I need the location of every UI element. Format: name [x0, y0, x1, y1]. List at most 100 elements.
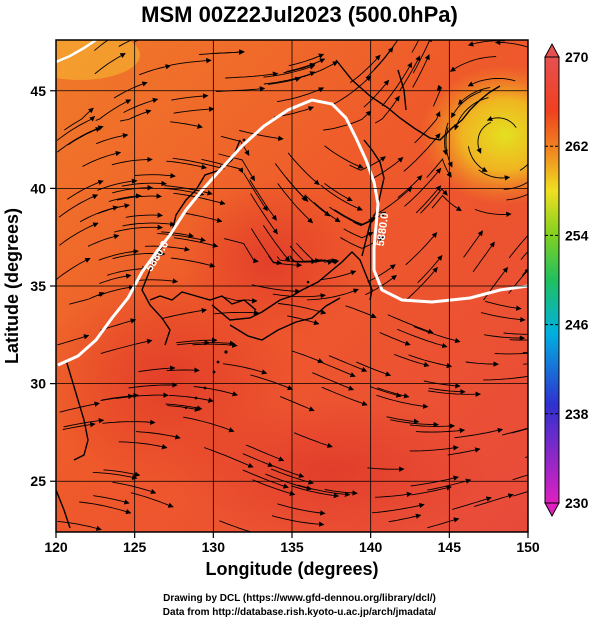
streamline [114, 224, 163, 233]
y-tick-label: 30 [30, 376, 46, 392]
streamline [108, 193, 142, 202]
streamline [369, 386, 402, 398]
streamline [193, 386, 238, 397]
streamline [94, 40, 109, 51]
streamline [56, 116, 96, 141]
streamline [465, 361, 499, 367]
x-tick-label: 145 [438, 539, 462, 555]
streamline [69, 291, 105, 305]
streamline [56, 257, 91, 281]
streamline [324, 145, 364, 169]
streamline [121, 180, 167, 187]
streamline [263, 225, 291, 262]
streamline [96, 133, 129, 145]
y-tick-label: 45 [30, 83, 46, 99]
streamline [95, 99, 132, 121]
streamline [97, 178, 138, 191]
streamline [405, 232, 438, 265]
streamline [183, 416, 235, 433]
streamline [278, 303, 327, 315]
streamline [509, 339, 528, 341]
y-tick-label: 35 [30, 278, 46, 294]
streamline [328, 355, 368, 372]
streamline [408, 354, 453, 369]
streamline [250, 374, 294, 391]
streamline [393, 354, 430, 368]
streamline [225, 71, 279, 79]
streamline [306, 288, 359, 301]
streamline [163, 187, 205, 197]
streamline [296, 243, 338, 264]
streamline [414, 111, 441, 144]
x-tick-label: 135 [280, 539, 304, 555]
streamline [406, 267, 438, 300]
streamline [403, 133, 441, 172]
streamline [417, 254, 443, 284]
streamline [130, 492, 174, 508]
streamline [116, 193, 162, 201]
streamline [170, 121, 203, 129]
streamline [296, 61, 339, 80]
streamline [427, 390, 481, 397]
streamline [82, 150, 122, 167]
streamline [449, 56, 497, 72]
streamline [144, 245, 190, 252]
streamline [167, 405, 201, 412]
streamline [415, 185, 442, 214]
streamline [367, 264, 396, 283]
streamline [222, 363, 268, 375]
streamline [350, 54, 381, 83]
streamline [94, 53, 126, 75]
streamline [192, 342, 238, 348]
streamline [98, 248, 139, 261]
streamline [397, 328, 448, 349]
streamline [321, 386, 368, 406]
streamline [320, 184, 363, 211]
streamline [272, 465, 305, 478]
streamline [168, 394, 214, 403]
streamline [412, 54, 430, 88]
contour-label-east: 5880.0 [375, 212, 392, 247]
streamline [426, 158, 452, 178]
streamline [472, 241, 495, 273]
streamline [128, 382, 178, 389]
streamline [476, 122, 491, 154]
streamline [485, 300, 522, 311]
streamline [331, 75, 372, 106]
streamline [160, 231, 194, 238]
streamline [219, 520, 253, 532]
streamline [120, 109, 152, 122]
streamline [451, 91, 482, 119]
streamline [92, 471, 138, 480]
streamline [463, 230, 483, 258]
streamline [271, 515, 325, 527]
streamline [123, 97, 159, 113]
x-tick-label: 150 [516, 539, 540, 555]
streamline [293, 432, 333, 448]
streamline [165, 403, 203, 411]
contour-small-line [56, 40, 97, 64]
streamline [263, 71, 316, 85]
streamline [503, 332, 528, 335]
streamline [277, 503, 326, 516]
streamline [113, 81, 148, 99]
streamline [324, 489, 358, 496]
streamline [334, 209, 375, 226]
map-title: MSM 00Z22Jul2023 (500.0hPa) [141, 2, 458, 27]
streamline [372, 502, 425, 514]
x-tick-label: 130 [202, 539, 226, 555]
streamline [286, 58, 326, 72]
streamline [304, 194, 331, 217]
colorbar-tick-label: 246 [565, 317, 589, 333]
streamline [431, 194, 462, 212]
streamline [223, 238, 259, 264]
streamline [386, 416, 420, 425]
streamline [251, 228, 283, 266]
streamline [107, 266, 148, 276]
credit-data: Data from http://database.rish.kyoto-u.a… [162, 607, 437, 618]
streamline [397, 175, 423, 198]
streamline [467, 77, 516, 87]
streamline [172, 157, 225, 171]
streamline [185, 213, 223, 223]
streamline [508, 229, 528, 259]
